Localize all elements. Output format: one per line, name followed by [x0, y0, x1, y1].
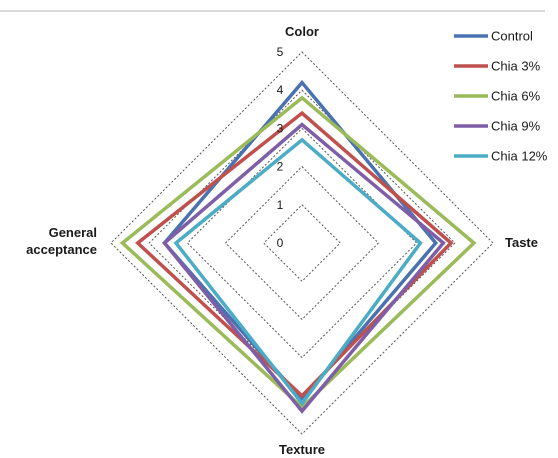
legend-item: Chia 6%: [454, 89, 541, 104]
tick-label: 2: [277, 160, 284, 174]
tick-label: 0: [277, 236, 284, 250]
axis-label-0: Color: [285, 24, 319, 39]
legend-item: Chia 12%: [454, 149, 548, 164]
legend-label: Control: [491, 29, 533, 44]
legend-label: Chia 6%: [491, 89, 541, 104]
axis-label-2: Texture: [279, 442, 325, 457]
tick-label: 4: [277, 83, 284, 97]
axis-label-line: Texture: [279, 442, 325, 457]
legend-item: Chia 9%: [454, 119, 541, 134]
legend-label: Chia 9%: [491, 119, 541, 134]
series-layer: [119, 79, 477, 414]
tick-label: 3: [277, 121, 284, 135]
series-line-1: [135, 110, 454, 399]
axis-label-line: acceptance: [26, 242, 97, 257]
grid-ring-2: [224, 165, 380, 321]
legend-item: Control: [454, 29, 533, 44]
series-line-2: [119, 95, 477, 410]
grid-ring-1: [263, 204, 341, 282]
axis-label-3: General acceptance: [26, 225, 97, 257]
grid-ring-5: [110, 51, 494, 435]
axis-label-line: Color: [285, 24, 319, 39]
legend-label: Chia 12%: [491, 149, 548, 164]
legend-item: Chia 3%: [454, 59, 541, 74]
grid-ring-4: [148, 89, 456, 397]
legend-label: Chia 3%: [491, 59, 541, 74]
series-line-4: [173, 137, 423, 407]
axis-labels: Color Taste Texture General acceptance: [26, 24, 538, 457]
tick-label: 5: [277, 45, 284, 59]
tick-labels: 0 1 2 3 4 5: [277, 45, 284, 250]
axis-label-line: Taste: [505, 235, 538, 250]
axis-label-1: Taste: [505, 235, 538, 250]
series-line-3: [162, 122, 446, 414]
legend: Control Chia 3% Chia 6% Chia 9% Chia 12%: [454, 29, 548, 164]
tick-label: 1: [277, 198, 284, 212]
axis-label-line: General: [49, 225, 97, 240]
